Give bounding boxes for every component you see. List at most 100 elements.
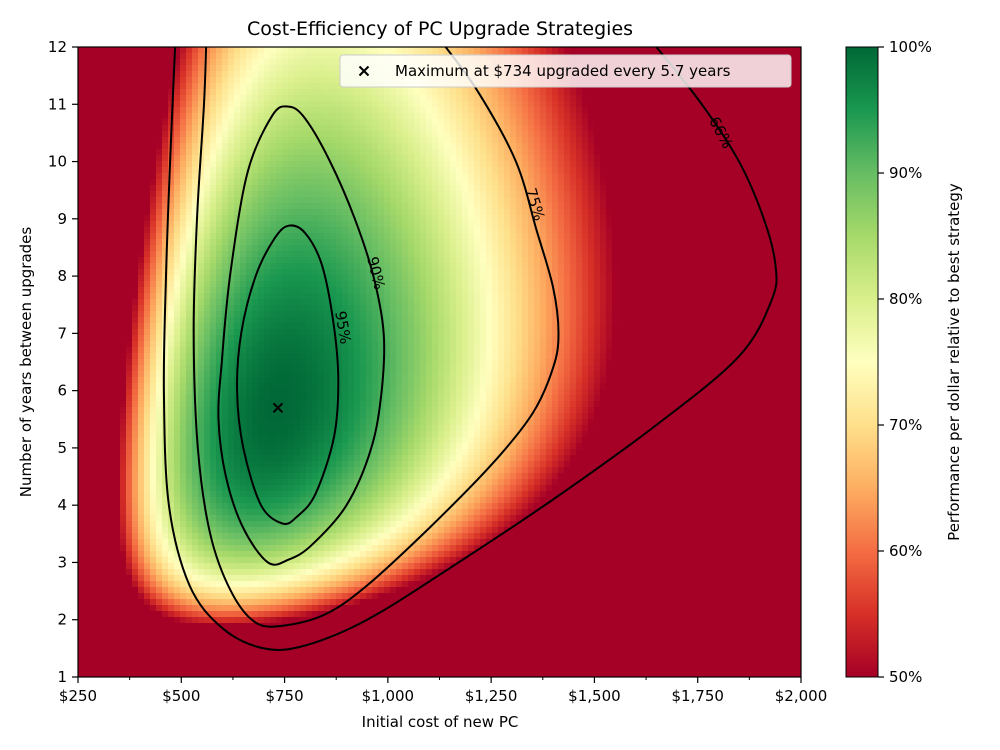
heatmap-cell bbox=[534, 197, 541, 204]
heatmap-cell bbox=[630, 275, 637, 282]
heatmap-cell bbox=[678, 47, 685, 54]
heatmap-cell bbox=[204, 293, 211, 300]
heatmap-cell bbox=[732, 167, 739, 174]
heatmap-cell bbox=[642, 95, 649, 102]
heatmap-cell bbox=[108, 161, 115, 168]
heatmap-cell bbox=[84, 269, 91, 276]
heatmap-cell bbox=[288, 143, 295, 150]
heatmap-cell bbox=[522, 197, 529, 204]
heatmap-cell bbox=[300, 137, 307, 144]
heatmap-cell bbox=[552, 155, 559, 162]
heatmap-cell bbox=[792, 149, 799, 156]
heatmap-cell bbox=[558, 119, 565, 126]
heatmap-cell bbox=[294, 239, 301, 246]
heatmap-cell bbox=[540, 155, 547, 162]
heatmap-cell bbox=[558, 227, 565, 234]
heatmap-cell bbox=[378, 209, 385, 216]
heatmap-cell bbox=[594, 113, 601, 120]
heatmap-cell bbox=[90, 263, 97, 270]
heatmap-cell bbox=[240, 143, 247, 150]
heatmap-cell bbox=[678, 221, 685, 228]
heatmap-cell bbox=[228, 203, 235, 210]
heatmap-cell bbox=[276, 71, 283, 78]
heatmap-cell bbox=[270, 71, 277, 78]
heatmap-cell bbox=[510, 209, 517, 216]
heatmap-cell bbox=[516, 221, 523, 228]
heatmap-cell bbox=[528, 173, 535, 180]
heatmap-cell bbox=[750, 155, 757, 162]
heatmap-cell bbox=[180, 245, 187, 252]
heatmap-cell bbox=[636, 101, 643, 108]
heatmap-cell bbox=[222, 113, 229, 120]
heatmap-cell bbox=[264, 71, 271, 78]
heatmap-cell bbox=[252, 221, 259, 228]
heatmap-cell bbox=[96, 107, 103, 114]
heatmap-cell bbox=[336, 203, 343, 210]
heatmap-cell bbox=[204, 281, 211, 288]
heatmap-cell bbox=[198, 47, 205, 54]
heatmap-cell bbox=[432, 245, 439, 252]
heatmap-cell bbox=[360, 209, 367, 216]
heatmap-cell bbox=[672, 119, 679, 126]
heatmap-cell bbox=[516, 107, 523, 114]
heatmap-cell bbox=[186, 119, 193, 126]
heatmap-cell bbox=[264, 227, 271, 234]
heatmap-cell bbox=[522, 233, 529, 240]
heatmap-cell bbox=[96, 197, 103, 204]
heatmap-cell bbox=[174, 161, 181, 168]
heatmap-cell bbox=[714, 161, 721, 168]
heatmap-cell bbox=[192, 95, 199, 102]
heatmap-cell bbox=[684, 269, 691, 276]
heatmap-cell bbox=[300, 143, 307, 150]
heatmap-cell bbox=[408, 245, 415, 252]
heatmap-cell bbox=[258, 71, 265, 78]
heatmap-cell bbox=[714, 47, 721, 54]
heatmap-cell bbox=[546, 281, 553, 288]
heatmap-cell bbox=[648, 143, 655, 150]
heatmap-cell bbox=[222, 131, 229, 138]
heatmap-cell bbox=[516, 185, 523, 192]
heatmap-cell bbox=[786, 227, 793, 234]
heatmap-cell bbox=[648, 287, 655, 294]
heatmap-cell bbox=[702, 185, 709, 192]
heatmap-cell bbox=[450, 119, 457, 126]
heatmap-cell bbox=[366, 191, 373, 198]
heatmap-cell bbox=[360, 257, 367, 264]
heatmap-cell bbox=[702, 131, 709, 138]
heatmap-cell bbox=[672, 227, 679, 234]
heatmap-cell bbox=[594, 191, 601, 198]
heatmap-cell bbox=[198, 269, 205, 276]
heatmap-cell bbox=[312, 191, 319, 198]
heatmap-cell bbox=[438, 287, 445, 294]
heatmap-cell bbox=[264, 239, 271, 246]
heatmap-cell bbox=[492, 101, 499, 108]
heatmap-cell bbox=[684, 197, 691, 204]
heatmap-cell bbox=[786, 185, 793, 192]
heatmap-cell bbox=[252, 119, 259, 126]
heatmap-cell bbox=[684, 95, 691, 102]
heatmap-cell bbox=[192, 125, 199, 132]
heatmap-cell bbox=[150, 65, 157, 72]
heatmap-cell bbox=[246, 287, 253, 294]
heatmap-cell bbox=[750, 245, 757, 252]
heatmap-cell bbox=[750, 119, 757, 126]
heatmap-cell bbox=[762, 281, 769, 288]
heatmap-cell bbox=[642, 167, 649, 174]
heatmap-cell bbox=[126, 203, 133, 210]
heatmap-cell bbox=[798, 167, 801, 174]
heatmap-cell bbox=[624, 179, 631, 186]
heatmap-cell bbox=[576, 149, 583, 156]
heatmap-cell bbox=[642, 263, 649, 270]
heatmap-cell bbox=[456, 251, 463, 258]
heatmap-cell bbox=[768, 167, 775, 174]
heatmap-cell bbox=[792, 143, 799, 150]
heatmap-cell bbox=[426, 245, 433, 252]
heatmap-cell bbox=[564, 179, 571, 186]
heatmap-cell bbox=[678, 197, 685, 204]
heatmap-cell bbox=[648, 257, 655, 264]
heatmap-cell bbox=[414, 209, 421, 216]
heatmap-cell bbox=[162, 221, 169, 228]
heatmap-cell bbox=[198, 275, 205, 282]
heatmap-cell bbox=[156, 47, 163, 54]
heatmap-cell bbox=[180, 161, 187, 168]
